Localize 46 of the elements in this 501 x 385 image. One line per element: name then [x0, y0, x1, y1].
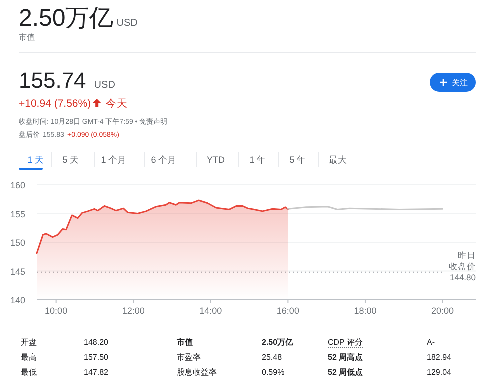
text: 129.04	[427, 368, 452, 377]
y-tick-label: 145	[10, 266, 26, 277]
text: 今天	[106, 98, 128, 110]
x-tick-label: 16:00	[276, 306, 300, 316]
text: 市盈率	[177, 353, 201, 362]
text: 市值	[176, 337, 193, 347]
text: 关注	[452, 78, 468, 88]
text: 25.48	[262, 353, 283, 362]
y-tick-label: 160	[10, 180, 26, 190]
text: 182.94	[427, 353, 452, 362]
text: 1 天	[28, 155, 44, 165]
text: 市值	[19, 33, 35, 42]
y-tick-label: 150	[10, 238, 26, 248]
text: 最高	[21, 353, 37, 362]
text: 155.74	[19, 68, 86, 93]
text: 6 个月	[151, 155, 177, 165]
text: 开盘	[21, 338, 37, 347]
text: A-	[427, 338, 436, 347]
y-tick-label: 140	[10, 296, 26, 306]
text: 1 个月	[101, 155, 127, 165]
text: 股息收益率	[177, 368, 217, 377]
x-tick-label: 14:00	[200, 306, 222, 316]
x-tick-label: 10:00	[45, 306, 68, 316]
text: 最大	[329, 155, 347, 165]
text: 2.50万亿	[19, 5, 114, 32]
text: 最低	[21, 368, 37, 377]
text: 1 年	[250, 155, 266, 165]
text: USD	[116, 18, 138, 29]
x-tick-label: 20:00	[432, 306, 454, 316]
y-tick-label: 155	[10, 209, 26, 220]
text: 52 周低点	[328, 368, 364, 377]
text: USD	[94, 80, 116, 91]
text: 148.20	[84, 338, 110, 347]
text: +10.94 (7.56%)	[19, 98, 92, 110]
text: 0.59%	[262, 368, 285, 377]
x-tick-label: 12:00	[122, 306, 145, 316]
text: 5 年	[290, 155, 306, 165]
text: YTD	[207, 155, 226, 165]
x-tick-label: 18:00	[354, 306, 377, 316]
text: CDP 评分	[328, 338, 363, 347]
text: 157.50	[84, 353, 110, 362]
text: 52 周高点	[328, 352, 364, 362]
ref-line-label: 昨日收盘价 144.80	[449, 250, 476, 282]
text: 5 天	[62, 155, 80, 165]
text: 2.50万亿	[262, 338, 295, 347]
text: 147.82	[84, 368, 110, 377]
